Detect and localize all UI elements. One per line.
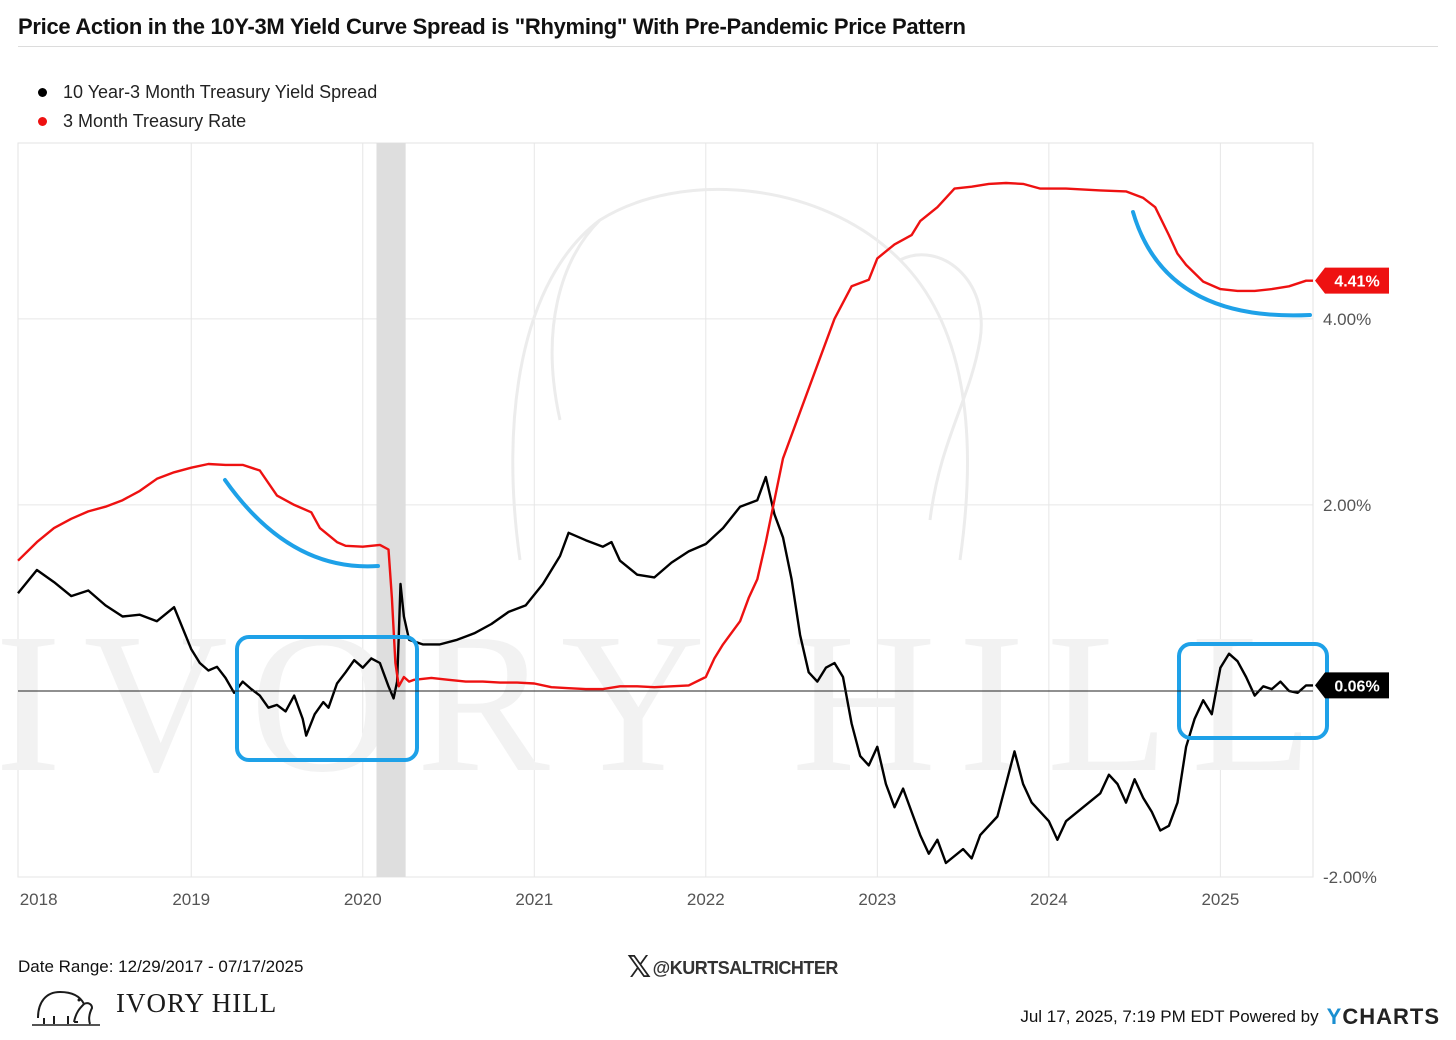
last-value-labels: 0.06% 4.41%	[1315, 267, 1389, 699]
recession-shading	[376, 143, 406, 877]
x-tick-label: 2025	[1201, 890, 1239, 909]
legend-item-rate[interactable]: 3 Month Treasury Rate	[38, 107, 377, 136]
y-tick-label: 4.00%	[1323, 310, 1371, 329]
brand-name: IVORY HILL	[116, 987, 278, 1018]
legend-dot-rate	[38, 117, 47, 126]
x-logo-icon: 𝕏	[627, 951, 651, 984]
value-tag-bg	[1315, 267, 1389, 294]
title-divider	[18, 46, 1438, 47]
blue-downtrend-2024	[1131, 210, 1312, 318]
x-tick-label: 2019	[172, 890, 210, 909]
rate-line	[17, 181, 1313, 691]
timestamp: Jul 17, 2025, 7:19 PM EDT Powered by	[1020, 1007, 1319, 1026]
y-tick-label: -2.00%	[1323, 868, 1377, 887]
box-2019-pattern	[235, 635, 419, 762]
x-tick-label: 2022	[687, 890, 725, 909]
y-tick-label: 2.00%	[1323, 496, 1371, 515]
watermark-text: IVORY HILL	[0, 593, 1335, 814]
spread-line	[17, 475, 1313, 865]
series-lines	[17, 181, 1313, 865]
grid-lines	[17, 142, 1314, 878]
spread-value-tag: 0.06%	[1315, 672, 1389, 699]
footer-credit: Jul 17, 2025, 7:19 PM EDT Powered by YCH…	[1020, 1004, 1440, 1030]
value-tag-bg	[1315, 672, 1389, 699]
ycharts-logo[interactable]: YCHARTS	[1327, 1004, 1440, 1030]
watermark-elephant-icon	[511, 187, 983, 561]
handle-text: @KURTSALTRICHTER	[652, 957, 839, 978]
blue-downtrend-2019	[223, 478, 380, 569]
legend-item-spread[interactable]: 10 Year-3 Month Treasury Yield Spread	[38, 78, 377, 107]
value-tag-label: 0.06%	[1334, 678, 1379, 695]
watermark: IVORY HILL	[0, 187, 1335, 814]
twitter-handle[interactable]: 𝕏 @KURTSALTRICHTER	[627, 951, 839, 984]
x-tick-label: 2023	[858, 890, 896, 909]
ivory-hill-brand: IVORY HILL	[30, 978, 277, 1028]
x-tick-label: 2021	[515, 890, 553, 909]
axes: 2018 2019 2020 2021 2022 2023 2024 2025 4.00% 2.0…	[18, 310, 1377, 909]
elephant-logo-icon	[32, 990, 100, 1026]
legend-label-rate: 3 Month Treasury Rate	[63, 111, 247, 131]
value-tag-label: 4.41%	[1334, 274, 1379, 291]
recession-band	[376, 143, 406, 877]
chart-title: Price Action in the 10Y-3M Yield Curve S…	[18, 14, 966, 39]
legend: 10 Year-3 Month Treasury Yield Spread 3 …	[38, 78, 377, 136]
legend-dot-spread	[38, 88, 47, 97]
x-tick-label: 2020	[344, 890, 382, 909]
x-tick-label: 2018	[20, 890, 58, 909]
legend-label-spread: 10 Year-3 Month Treasury Yield Spread	[63, 82, 378, 102]
ycharts-logo-rest: CHARTS	[1342, 1004, 1440, 1029]
date-range: Date Range: 12/29/2017 - 07/17/2025	[18, 957, 304, 976]
rate-value-tag: 4.41%	[1315, 267, 1389, 294]
ycharts-logo-y: Y	[1326, 1004, 1343, 1029]
x-tick-label: 2024	[1030, 890, 1068, 909]
